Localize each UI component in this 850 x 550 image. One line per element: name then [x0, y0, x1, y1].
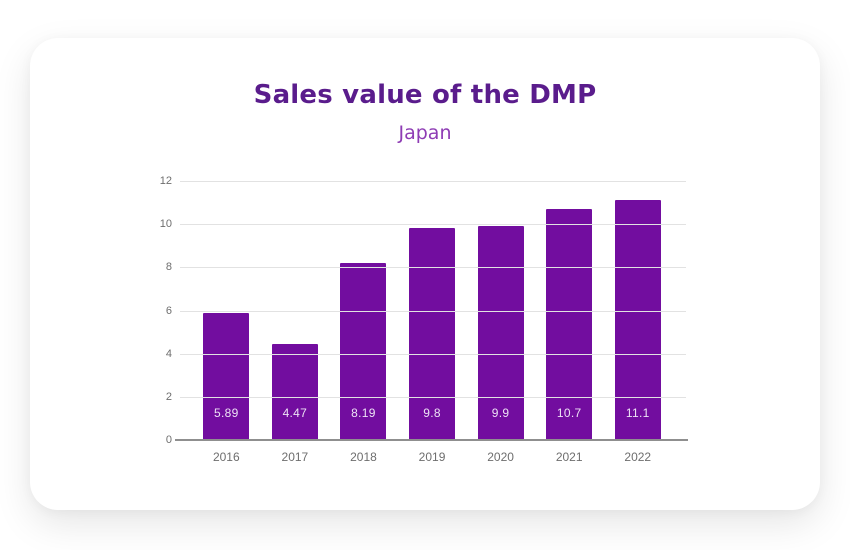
gridline-y-10	[180, 224, 686, 226]
x-axis: 2016 2017 2018 2019 2020 2021 2022	[192, 450, 672, 464]
x-axis-category-label-2020: 2020	[487, 450, 514, 464]
x-axis-category-label-2017: 2017	[281, 450, 309, 464]
chart-subtitle: Japan	[398, 122, 452, 144]
x-axis-category-label-2019: 2019	[418, 450, 446, 464]
bar-value-label-2019: 9.8	[423, 406, 441, 420]
bar-2019: 9.8	[409, 228, 456, 440]
bar-value-label-2020: 9.9	[491, 406, 510, 420]
y-axis: 0 2 4 6 8 10 12	[130, 175, 172, 446]
y-axis-tick-label-8: 8	[165, 261, 172, 274]
gridline-y-8	[180, 267, 686, 269]
y-axis-tick-label-6: 6	[165, 304, 172, 317]
x-axis-category-label-2022: 2022	[624, 450, 652, 464]
bar-2017: 4.47	[271, 343, 318, 440]
bar-band-2020: 9.9	[466, 181, 535, 440]
bar-band-2019: 9.8	[398, 181, 467, 440]
chart-card: Sales value of the DMP Japan 0 2 4 6 8 10 12 5…	[30, 38, 820, 510]
y-axis-tick-label-10: 10	[159, 218, 172, 231]
bar-band-2021: 10.7	[535, 181, 604, 440]
y-axis-tick-label-0: 0	[165, 434, 172, 446]
x-axis-line	[175, 439, 688, 441]
bar-band-2022: 11.1	[603, 181, 672, 440]
bar-value-label-2017: 4.47	[282, 406, 308, 420]
bar-value-label-2016: 5.89	[214, 406, 239, 420]
gridline-y-6	[180, 310, 686, 312]
bar-2022: 11.1	[614, 200, 661, 440]
bar-2018: 8.19	[340, 263, 387, 440]
bar-2021: 10.7	[546, 209, 593, 440]
gridline-y-12	[180, 181, 686, 182]
gridline-y-2	[180, 396, 686, 398]
x-axis-category-label-2018: 2018	[350, 450, 377, 464]
plot-area: 5.89 4.47 8.19 9.8 9.9 10.7 11.1	[175, 181, 688, 441]
bar-band-2018: 8.19	[329, 181, 398, 440]
x-axis-category-label-2021: 2021	[555, 450, 583, 464]
bars-container: 5.89 4.47 8.19 9.8 9.9 10.7 11.1	[192, 181, 672, 440]
x-axis-category-label-2016: 2016	[212, 450, 240, 464]
y-axis-tick-label-2: 2	[165, 390, 172, 403]
bar-band-2017: 4.47	[261, 181, 330, 440]
bar-band-2016: 5.89	[192, 181, 261, 440]
bar-value-label-2022: 11.1	[625, 406, 650, 420]
gridline-y-4	[180, 353, 686, 355]
bar-value-label-2021: 10.7	[556, 406, 582, 420]
y-axis-tick-label-4: 4	[165, 347, 172, 360]
y-axis-tick-label-12: 12	[159, 175, 172, 187]
bar-2016: 5.89	[203, 312, 250, 440]
chart-title: Sales value of the DMP	[253, 80, 597, 110]
bar-2020: 9.9	[477, 226, 524, 440]
bar-value-label-2018: 8.19	[351, 406, 376, 420]
